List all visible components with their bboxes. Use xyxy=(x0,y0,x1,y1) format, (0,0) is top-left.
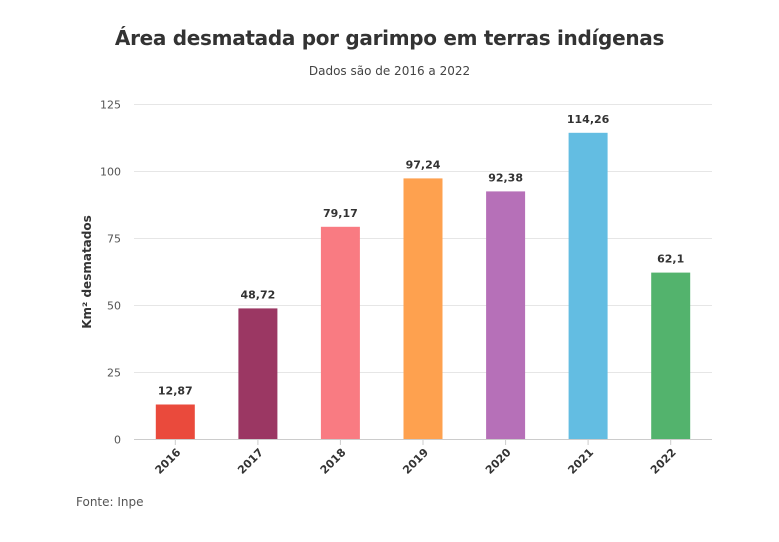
bar-2022 xyxy=(651,272,691,439)
x-tick-label-2018: 2018 xyxy=(318,446,349,477)
y-tick-label: 125 xyxy=(100,99,121,112)
data-label-2018: 79,17 xyxy=(323,207,358,220)
data-label-2022: 62,1 xyxy=(657,253,684,266)
x-tick-label-2017: 2017 xyxy=(235,446,266,477)
bars xyxy=(155,132,691,440)
data-labels: 12,87 48,72 79,17 97,24 92,38 114,26 62,1 xyxy=(158,113,684,398)
y-axis-title: Km² desmatados xyxy=(80,215,94,329)
x-axis-ticks: 2016 2017 2018 2019 2020 2021 2022 xyxy=(153,440,679,477)
bar-2020 xyxy=(486,191,526,439)
x-tick-label-2019: 2019 xyxy=(400,446,431,477)
bar-2016 xyxy=(155,404,195,439)
x-tick-label-2022: 2022 xyxy=(648,446,679,477)
bar-2017 xyxy=(238,308,278,439)
bar-2019 xyxy=(403,178,443,439)
y-axis-ticks: 0 25 50 75 100 125 xyxy=(100,99,121,447)
y-tick-label: 0 xyxy=(114,434,121,447)
y-tick-label: 50 xyxy=(107,300,121,313)
chart-subtitle: Dados são de 2016 a 2022 xyxy=(308,64,471,78)
y-tick-label: 25 xyxy=(107,367,121,380)
data-label-2021: 114,26 xyxy=(567,113,610,126)
data-label-2020: 92,38 xyxy=(488,171,523,184)
data-label-2016: 12,87 xyxy=(158,385,193,398)
bar-2021 xyxy=(568,132,608,440)
chart-title: Área desmatada por garimpo em terras ind… xyxy=(114,26,665,50)
y-tick-label: 75 xyxy=(107,233,121,246)
x-tick-label-2016: 2016 xyxy=(153,446,184,477)
data-label-2017: 48,72 xyxy=(241,288,276,301)
x-tick-label-2021: 2021 xyxy=(565,446,596,477)
data-label-2019: 97,24 xyxy=(406,158,441,171)
source-note: Fonte: Inpe xyxy=(76,495,144,509)
y-tick-label: 100 xyxy=(100,166,121,179)
x-tick-label-2020: 2020 xyxy=(483,446,514,477)
bar-2018 xyxy=(320,226,360,439)
